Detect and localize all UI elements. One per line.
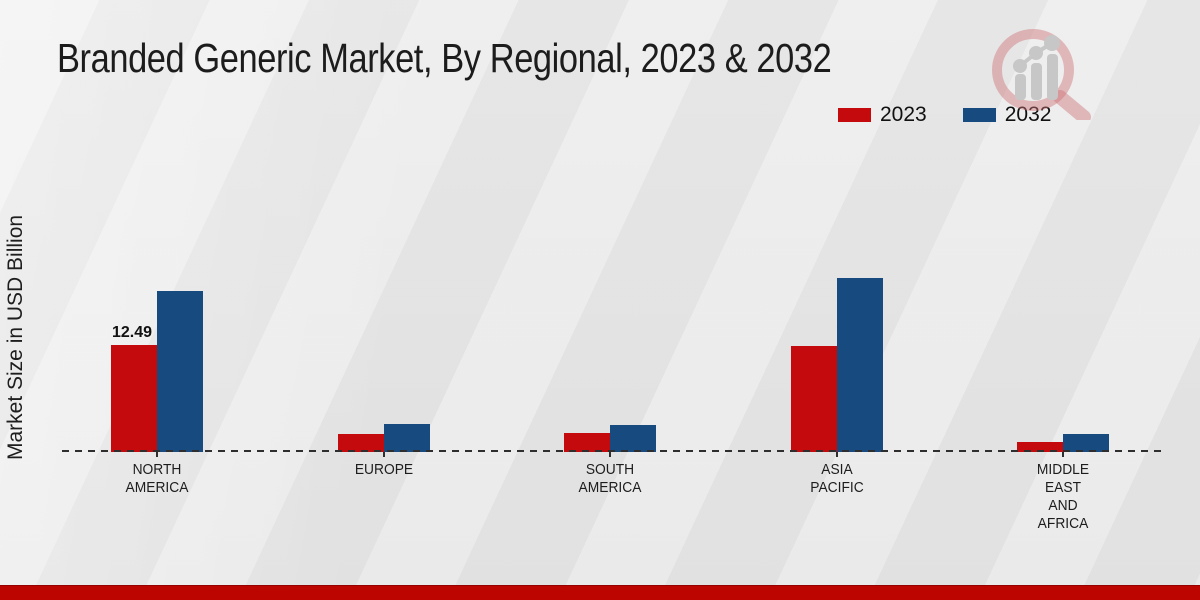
axis-tick-north-america	[156, 452, 158, 457]
footer-red-band	[0, 585, 1200, 600]
legend-swatch-2032-icon	[962, 108, 996, 122]
axis-tick-middle-east-and-africa	[1062, 452, 1064, 457]
axis-tick-europe	[382, 452, 385, 457]
axis-tick-asia-pacific	[835, 452, 838, 457]
chart-title: Branded Generic Market, By Regional, 202…	[57, 35, 832, 81]
legend-label-2032: 2032	[1004, 103, 1052, 126]
magnifier-bar-chart-logo-icon	[992, 29, 1091, 120]
category-label-south-america: SOUTH AMERICA	[578, 461, 642, 496]
data-label-2023-north-america: 12.49	[112, 324, 153, 341]
bar-2032-asia-pacific	[836, 278, 883, 452]
bar-2023-asia-pacific	[790, 346, 837, 452]
bar-2032-europe	[383, 424, 430, 452]
legend: 2023 2032	[838, 103, 1051, 127]
bar-2023-south-america	[564, 433, 610, 452]
bar-2032-south-america	[610, 425, 656, 452]
legend-item-2023: 2023	[838, 103, 927, 127]
bar-2032-middle-east-and-africa	[1063, 434, 1109, 452]
category-label-north-america: NORTH AMERICA	[125, 461, 189, 496]
axis-tick-south-america	[609, 452, 611, 457]
legend-item-2032: 2032	[962, 103, 1052, 127]
bar-2023-north-america	[111, 345, 157, 452]
bar-2032-north-america	[157, 291, 203, 452]
bar-2023-middle-east-and-africa	[1017, 442, 1063, 452]
bar-2023-europe	[337, 434, 384, 452]
legend-swatch-2023-icon	[838, 108, 871, 122]
category-label-asia-pacific: ASIA PACIFIC	[809, 461, 864, 496]
category-label-middle-east-and-africa: MIDDLE EAST AND AFRICA	[1036, 461, 1090, 532]
legend-label-2023: 2023	[880, 103, 927, 126]
category-label-europe: EUROPE	[354, 461, 413, 478]
x-axis-baseline	[62, 450, 1165, 452]
